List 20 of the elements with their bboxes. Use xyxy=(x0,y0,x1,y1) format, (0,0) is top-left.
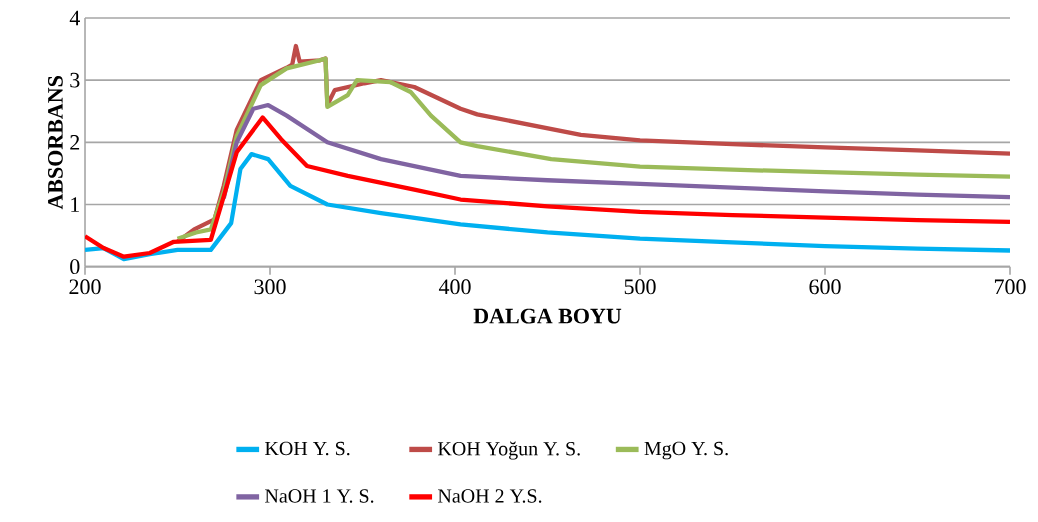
x-axis-title: DALGA BOYU xyxy=(473,308,622,324)
x-tick-label: 500 xyxy=(624,279,656,295)
x-tick-label: 600 xyxy=(809,279,841,295)
line-series xyxy=(85,115,1011,259)
x-tick-label: 300 xyxy=(254,279,286,295)
line-series xyxy=(85,152,1011,262)
legend-label: KOH Yoğun Y. S. xyxy=(437,441,580,460)
legend-label: KOH Y. S. xyxy=(265,441,350,456)
y-tick-label: 4 xyxy=(69,10,80,26)
x-tick-label: 400 xyxy=(438,279,471,295)
y-tick-label: 0 xyxy=(70,259,80,275)
y-tick-label: 3 xyxy=(70,72,80,88)
legend-label: NaOH 2 Y.S. xyxy=(437,489,542,503)
legend-label: NaOH 1 Y. S. xyxy=(265,489,374,503)
y-axis-title: ABSORBANS xyxy=(48,76,63,210)
x-tick-label: 200 xyxy=(69,279,101,295)
legend-label: MgO Y. S. xyxy=(644,441,728,460)
y-tick-label: 1 xyxy=(71,197,79,212)
y-tick-label: 2 xyxy=(70,135,80,150)
x-tick-label: 700 xyxy=(994,279,1026,295)
